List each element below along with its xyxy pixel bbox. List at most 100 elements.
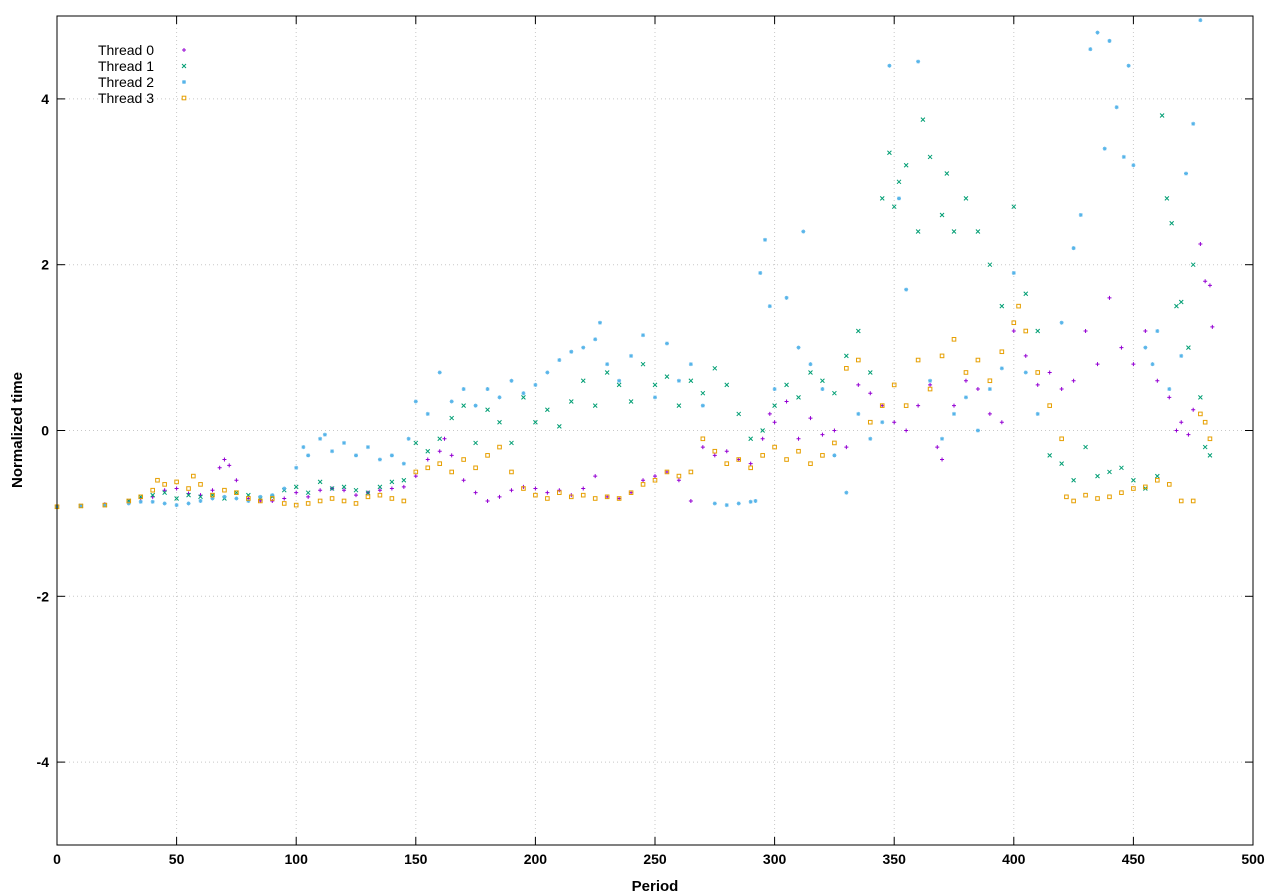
data-point xyxy=(186,501,191,506)
data-point xyxy=(916,403,921,408)
data-point xyxy=(796,448,801,454)
data-point xyxy=(1210,324,1215,329)
data-point xyxy=(1035,382,1040,387)
series-thread-3 xyxy=(54,303,1213,510)
data-point xyxy=(879,196,885,201)
data-point xyxy=(449,453,454,458)
data-point xyxy=(1064,494,1069,500)
data-point xyxy=(425,448,431,454)
data-point xyxy=(282,496,287,501)
data-point xyxy=(365,490,371,496)
data-point xyxy=(461,403,466,408)
data-point xyxy=(1114,105,1119,110)
legend-item: Thread 0 xyxy=(98,42,186,58)
data-point xyxy=(856,382,861,387)
data-point xyxy=(999,349,1005,355)
data-point xyxy=(712,501,717,506)
data-point xyxy=(920,117,926,122)
data-point xyxy=(318,436,323,441)
data-point xyxy=(138,494,144,500)
data-point xyxy=(999,366,1004,371)
data-point xyxy=(1143,484,1148,490)
data-point xyxy=(592,496,598,501)
y-axis-title: Normalized time xyxy=(9,372,26,488)
data-point xyxy=(605,362,610,367)
data-point xyxy=(724,503,729,508)
data-point xyxy=(191,473,196,479)
data-point xyxy=(246,496,251,501)
data-point xyxy=(832,453,837,458)
data-point xyxy=(1071,378,1076,383)
data-point xyxy=(473,490,478,495)
data-point xyxy=(442,436,447,441)
data-point xyxy=(832,428,837,433)
data-point xyxy=(736,457,742,462)
data-point xyxy=(939,212,945,218)
axis-ticks: 0 50 100 150 200 250 300 350 400 450 500 -4 -2 0 2 4 xyxy=(37,16,1265,867)
data-point xyxy=(724,382,730,388)
data-point xyxy=(545,490,550,495)
data-point xyxy=(772,444,777,450)
data-point xyxy=(485,498,490,503)
data-point xyxy=(1155,378,1160,383)
data-point xyxy=(329,486,335,491)
data-point xyxy=(940,457,945,462)
y-tick-label: 4 xyxy=(41,91,49,107)
data-point xyxy=(987,262,993,268)
data-point xyxy=(509,440,514,446)
data-point xyxy=(784,295,789,300)
data-point xyxy=(150,499,155,504)
data-point xyxy=(293,502,299,508)
data-point xyxy=(258,498,263,504)
data-point xyxy=(1155,477,1160,483)
x-tick-label: 0 xyxy=(53,851,61,867)
data-point xyxy=(844,366,849,371)
data-point xyxy=(628,490,634,495)
data-point xyxy=(162,482,167,487)
y-tick-label: 2 xyxy=(41,257,49,273)
data-point xyxy=(760,436,765,441)
data-point xyxy=(641,478,646,483)
data-point xyxy=(580,492,586,498)
data-point xyxy=(664,469,670,475)
data-point xyxy=(282,486,287,491)
data-point xyxy=(126,501,131,506)
data-point xyxy=(294,490,299,495)
data-point xyxy=(629,353,634,358)
data-point xyxy=(1095,473,1100,479)
data-point xyxy=(867,370,873,375)
data-point xyxy=(270,493,275,498)
data-point xyxy=(155,477,160,483)
data-point xyxy=(891,204,897,210)
data-point xyxy=(880,420,885,425)
data-point xyxy=(138,499,143,504)
y-tick-label: 0 xyxy=(41,423,49,439)
data-point xyxy=(1131,477,1136,483)
x-axis-title: Period xyxy=(632,878,679,895)
data-point xyxy=(329,496,335,501)
data-point xyxy=(174,486,179,491)
data-point xyxy=(712,453,717,458)
data-point xyxy=(1131,163,1136,168)
data-point xyxy=(1059,387,1064,392)
data-point xyxy=(1011,270,1016,275)
data-point xyxy=(796,394,801,400)
data-point xyxy=(1121,154,1126,159)
data-point xyxy=(1047,403,1052,408)
data-point xyxy=(724,449,729,454)
data-point xyxy=(569,349,574,354)
data-point xyxy=(162,488,167,493)
data-point xyxy=(904,428,909,433)
data-point xyxy=(801,229,806,234)
data-point xyxy=(676,478,681,483)
data-point xyxy=(616,382,622,388)
data-point xyxy=(903,162,909,168)
data-point xyxy=(688,378,694,384)
data-point xyxy=(581,486,586,491)
data-point xyxy=(377,484,383,490)
data-point xyxy=(425,411,430,416)
data-point xyxy=(353,487,359,493)
data-point xyxy=(568,399,574,404)
data-point xyxy=(927,386,933,392)
